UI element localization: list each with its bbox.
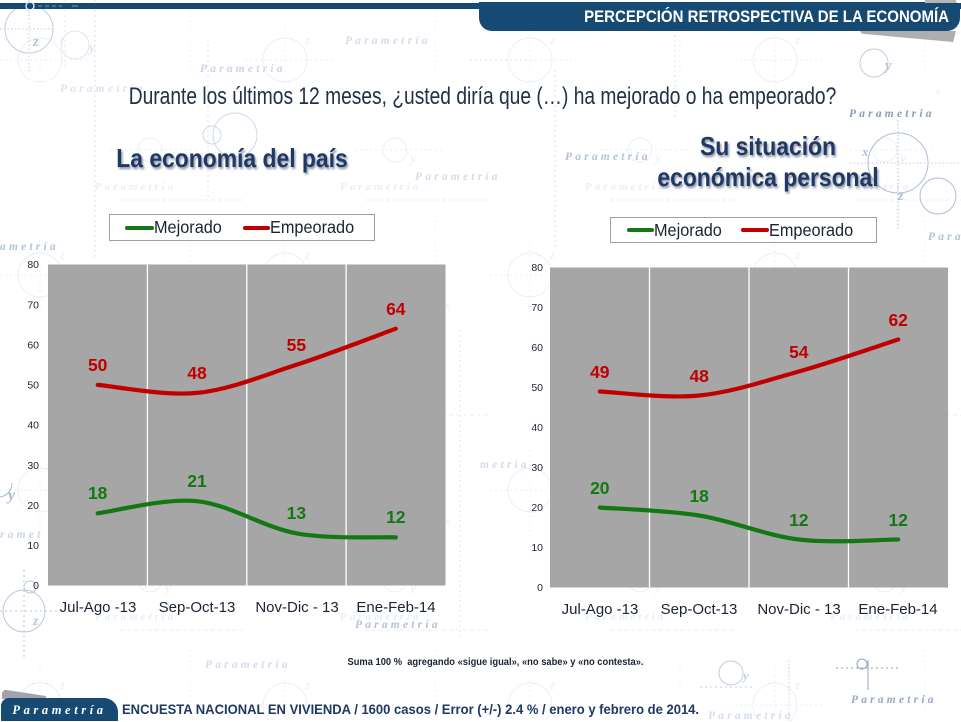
svg-text:48: 48 xyxy=(187,363,207,383)
svg-text:55: 55 xyxy=(287,335,307,355)
svg-text:y: y xyxy=(6,487,16,504)
svg-text:x: x xyxy=(861,144,869,159)
svg-text:80: 80 xyxy=(531,262,543,274)
svg-text:30: 30 xyxy=(531,462,543,474)
svg-text:Jul-Ago -13: Jul-Ago -13 xyxy=(562,601,639,618)
svg-text:30: 30 xyxy=(27,460,39,472)
svg-text:ramet: ramet xyxy=(0,529,43,541)
svg-text:y: y xyxy=(87,41,96,56)
svg-text:70: 70 xyxy=(531,302,543,314)
svg-text:40: 40 xyxy=(27,420,39,432)
svg-text:50: 50 xyxy=(88,355,108,375)
svg-text:Parametria: Parametria xyxy=(849,108,935,120)
svg-text:Sep-Oct-13: Sep-Oct-13 xyxy=(661,601,738,618)
svg-text:60: 60 xyxy=(531,342,543,354)
svg-text:18: 18 xyxy=(88,483,108,503)
svg-text:12: 12 xyxy=(386,507,406,527)
svg-text:70: 70 xyxy=(27,299,39,311)
svg-text:Parametría: Parametría xyxy=(200,63,286,75)
svg-text:z: z xyxy=(32,34,39,50)
svg-text:Parametría: Parametría xyxy=(205,659,291,671)
svg-text:12: 12 xyxy=(888,510,908,530)
svg-text:54: 54 xyxy=(789,342,809,362)
svg-text:Parametría: Parametría xyxy=(708,710,794,721)
svg-text:0: 0 xyxy=(33,580,39,592)
svg-text:21: 21 xyxy=(187,471,207,491)
svg-text:ametría: ametría xyxy=(0,241,59,253)
svg-text:62: 62 xyxy=(888,310,908,330)
svg-text:Ene-Feb-14: Ene-Feb-14 xyxy=(858,601,937,618)
svg-text:49: 49 xyxy=(590,362,610,382)
svg-text:Parametría: Parametría xyxy=(355,619,441,631)
svg-text:z: z xyxy=(897,189,904,204)
svg-text:80: 80 xyxy=(27,259,39,271)
svg-text:y: y xyxy=(741,668,749,683)
svg-text:12: 12 xyxy=(789,510,809,530)
svg-text:y: y xyxy=(883,58,892,74)
svg-text:Jul-Ago -13: Jul-Ago -13 xyxy=(60,599,137,616)
svg-text:48: 48 xyxy=(689,366,709,386)
svg-text:Para: Para xyxy=(928,231,961,243)
svg-text:20: 20 xyxy=(531,502,543,514)
svg-text:10: 10 xyxy=(531,542,543,554)
svg-text:20: 20 xyxy=(27,500,39,512)
svg-text:64: 64 xyxy=(386,299,406,319)
svg-text:Parametría: Parametría xyxy=(345,35,431,47)
svg-text:50: 50 xyxy=(531,382,543,394)
svg-text:10: 10 xyxy=(27,540,39,552)
svg-text:metría: metría xyxy=(480,459,530,471)
svg-text:Parametría: Parametría xyxy=(415,171,501,183)
svg-text:Ene-Feb-14: Ene-Feb-14 xyxy=(356,599,435,616)
svg-text:Parametria: Parametria xyxy=(851,694,937,706)
svg-text:18: 18 xyxy=(689,486,709,506)
svg-text:50: 50 xyxy=(27,380,39,392)
svg-text:13: 13 xyxy=(287,503,307,523)
svg-text:0: 0 xyxy=(537,582,543,594)
svg-text:Sep-Oct-13: Sep-Oct-13 xyxy=(159,599,236,616)
svg-text:Parametría: Parametría xyxy=(565,151,651,163)
svg-text:Parametría: Parametría xyxy=(60,83,146,95)
svg-text:40: 40 xyxy=(531,422,543,434)
svg-text:z: z xyxy=(32,614,39,629)
svg-text:Nov-Dic - 13: Nov-Dic - 13 xyxy=(255,599,338,616)
svg-text:60: 60 xyxy=(27,340,39,352)
svg-text:Nov-Dic - 13: Nov-Dic - 13 xyxy=(757,601,840,618)
svg-text:20: 20 xyxy=(590,478,610,498)
